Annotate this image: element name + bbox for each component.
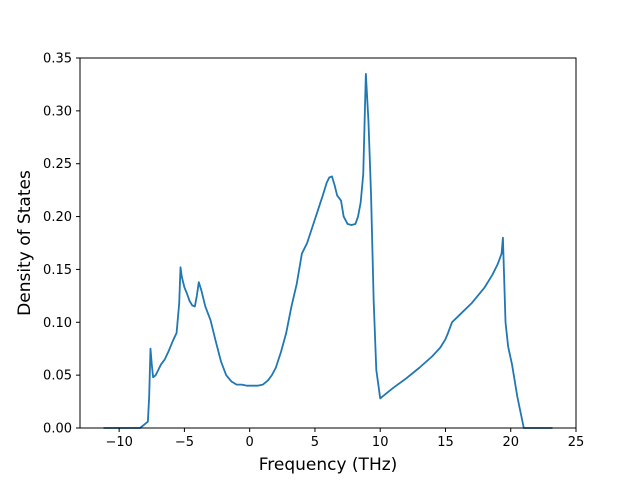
plot-area bbox=[103, 72, 553, 429]
y-tick-label: 0.15 bbox=[43, 263, 72, 278]
x-tick-label: −10 bbox=[105, 435, 132, 450]
y-tick-label: 0.10 bbox=[43, 316, 72, 331]
y-axis: 0.00 0.05 0.10 0.15 0.20 0.25 0.30 0.35 bbox=[43, 52, 80, 437]
x-tick-label: 5 bbox=[311, 435, 319, 450]
x-tick-label: 20 bbox=[502, 435, 519, 450]
x-axis: −10 −5 0 5 10 15 20 25 bbox=[105, 428, 584, 450]
x-axis-title: Frequency (THz) bbox=[259, 455, 398, 475]
x-tick-label: 10 bbox=[372, 435, 389, 450]
y-axis-title: Density of States bbox=[15, 170, 35, 316]
y-tick-label: 0.25 bbox=[43, 157, 72, 172]
y-tick-label: 0.30 bbox=[43, 104, 72, 119]
y-tick-label: 0.20 bbox=[43, 210, 72, 225]
y-tick-label: 0.35 bbox=[43, 52, 72, 67]
y-tick-label: 0.00 bbox=[43, 422, 72, 437]
x-tick-label: 15 bbox=[437, 435, 454, 450]
dos-series-line bbox=[103, 72, 553, 429]
y-tick-label: 0.05 bbox=[43, 369, 72, 384]
plot-frame bbox=[79, 57, 577, 429]
x-tick-label: 25 bbox=[568, 435, 585, 450]
x-tick-label: 0 bbox=[246, 435, 254, 450]
x-tick-label: −5 bbox=[175, 435, 194, 450]
